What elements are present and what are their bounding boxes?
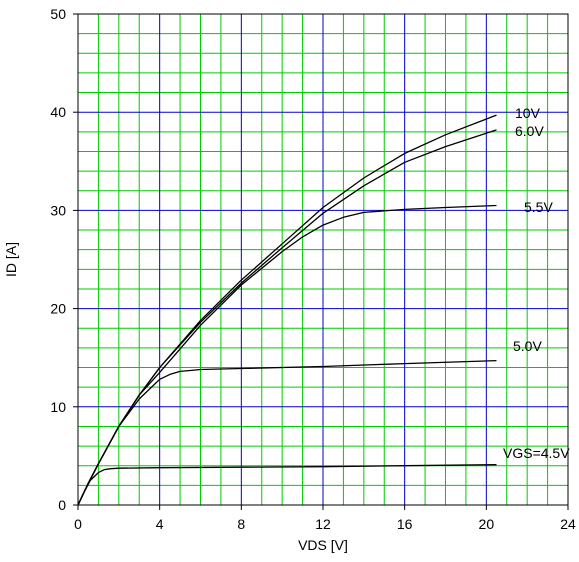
series-line-3 — [77, 359, 497, 506]
series-label-4: VGS=4.5V — [503, 445, 570, 461]
x-tick-label: 24 — [560, 516, 576, 532]
x-tick-label: 0 — [74, 516, 82, 532]
y-tick-label: 30 — [50, 202, 66, 218]
series-label-3: 5.0V — [513, 338, 542, 354]
x-tick-label: 4 — [156, 516, 164, 532]
x-axis-title: VDS [V] — [298, 537, 348, 553]
y-tick-label: 40 — [50, 104, 66, 120]
series-line-4 — [77, 464, 497, 506]
y-axis-title: ID [A] — [3, 242, 19, 277]
y-tick-label: 20 — [50, 301, 66, 317]
series-line-2 — [77, 204, 497, 506]
x-tick-label: 12 — [315, 516, 331, 532]
series-label-0: 10V — [515, 105, 541, 121]
major-grid — [78, 14, 568, 505]
y-tick-label: 50 — [50, 6, 66, 22]
series-label-2: 5.5V — [524, 199, 553, 215]
series-label-1: 6.0V — [515, 123, 544, 139]
x-tick-label: 20 — [479, 516, 495, 532]
series-labels: 10V 6.0V 5.5V 5.0V VGS=4.5V — [503, 105, 570, 461]
y-tick-label: 0 — [58, 497, 66, 513]
series-line-1 — [77, 129, 497, 506]
series-lines — [77, 114, 497, 506]
axis-ticks: 0 4 8 12 16 20 24 0 10 20 30 40 50 — [50, 6, 576, 532]
x-tick-label: 8 — [237, 516, 245, 532]
x-tick-label: 16 — [397, 516, 413, 532]
y-tick-label: 10 — [50, 399, 66, 415]
